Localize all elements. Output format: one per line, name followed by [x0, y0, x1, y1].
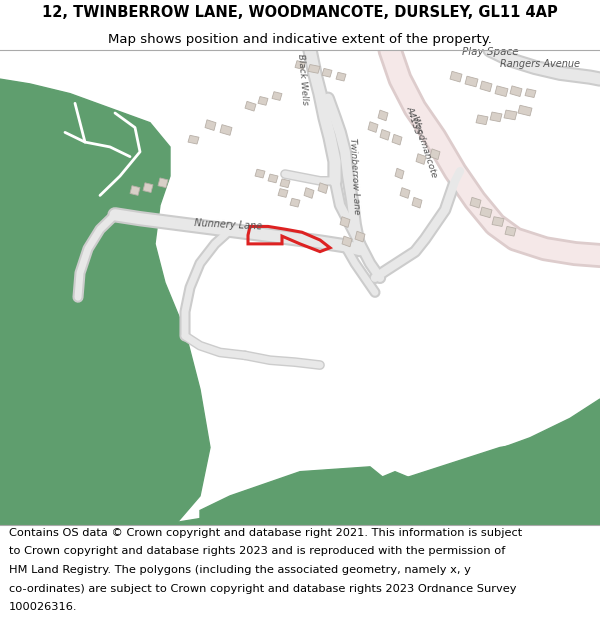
Polygon shape [268, 174, 278, 182]
Polygon shape [0, 457, 600, 525]
Polygon shape [322, 68, 332, 77]
Polygon shape [430, 149, 440, 159]
Polygon shape [200, 467, 400, 525]
Polygon shape [318, 182, 328, 194]
Polygon shape [395, 168, 404, 179]
Text: A4135 -: A4135 - [404, 104, 424, 141]
Polygon shape [505, 226, 516, 236]
Text: 12, TWINBERROW LANE, WOODMANCOTE, DURSLEY, GL11 4AP: 12, TWINBERROW LANE, WOODMANCOTE, DURSLE… [42, 5, 558, 20]
Polygon shape [158, 178, 168, 187]
Polygon shape [143, 182, 153, 192]
Polygon shape [0, 171, 70, 244]
Polygon shape [258, 96, 268, 105]
Text: Contains OS data © Crown copyright and database right 2021. This information is : Contains OS data © Crown copyright and d… [9, 528, 522, 538]
Polygon shape [492, 217, 504, 226]
Polygon shape [510, 86, 522, 96]
Polygon shape [278, 189, 288, 198]
Polygon shape [220, 486, 330, 525]
Polygon shape [295, 61, 305, 69]
Polygon shape [392, 134, 402, 145]
Polygon shape [470, 198, 481, 208]
Polygon shape [530, 438, 600, 525]
Text: Nunnery Lane: Nunnery Lane [194, 217, 262, 231]
Polygon shape [480, 81, 492, 92]
Polygon shape [355, 231, 365, 242]
Text: Map shows position and indicative extent of the property.: Map shows position and indicative extent… [108, 32, 492, 46]
Polygon shape [416, 154, 426, 164]
Text: Rangers Avenue: Rangers Avenue [500, 59, 580, 69]
Text: Woodmancote: Woodmancote [410, 114, 439, 179]
Polygon shape [336, 72, 346, 81]
Polygon shape [205, 120, 216, 131]
Polygon shape [280, 179, 290, 187]
Polygon shape [304, 188, 314, 198]
Text: Twinberrow Lane: Twinberrow Lane [349, 138, 361, 214]
Polygon shape [245, 101, 256, 111]
Polygon shape [412, 198, 422, 208]
Polygon shape [480, 207, 492, 217]
Polygon shape [465, 76, 478, 87]
Polygon shape [518, 105, 532, 116]
Polygon shape [272, 92, 282, 101]
Polygon shape [490, 112, 502, 122]
Polygon shape [450, 71, 462, 82]
Polygon shape [130, 186, 140, 196]
Polygon shape [368, 122, 378, 132]
Polygon shape [340, 217, 350, 227]
Polygon shape [340, 472, 430, 525]
Text: HM Land Registry. The polygons (including the associated geometry, namely x, y: HM Land Registry. The polygons (includin… [9, 565, 471, 575]
Polygon shape [380, 129, 390, 140]
Polygon shape [400, 188, 410, 198]
Polygon shape [290, 198, 300, 207]
Polygon shape [380, 399, 600, 525]
Text: 100026316.: 100026316. [9, 602, 77, 612]
Polygon shape [504, 110, 517, 120]
Polygon shape [308, 64, 320, 73]
Polygon shape [430, 457, 540, 525]
Polygon shape [188, 135, 199, 144]
Text: co-ordinates) are subject to Crown copyright and database rights 2023 Ordnance S: co-ordinates) are subject to Crown copyr… [9, 584, 517, 594]
Text: Play Space: Play Space [461, 47, 518, 57]
Text: to Crown copyright and database rights 2023 and is reproduced with the permissio: to Crown copyright and database rights 2… [9, 546, 505, 556]
Polygon shape [495, 86, 508, 96]
Polygon shape [220, 124, 232, 135]
Polygon shape [342, 236, 352, 247]
Polygon shape [476, 115, 488, 124]
Polygon shape [100, 438, 600, 525]
Text: Black Wells: Black Wells [296, 53, 310, 105]
Polygon shape [525, 89, 536, 98]
Polygon shape [0, 79, 210, 525]
Polygon shape [378, 110, 388, 121]
Polygon shape [255, 169, 265, 178]
